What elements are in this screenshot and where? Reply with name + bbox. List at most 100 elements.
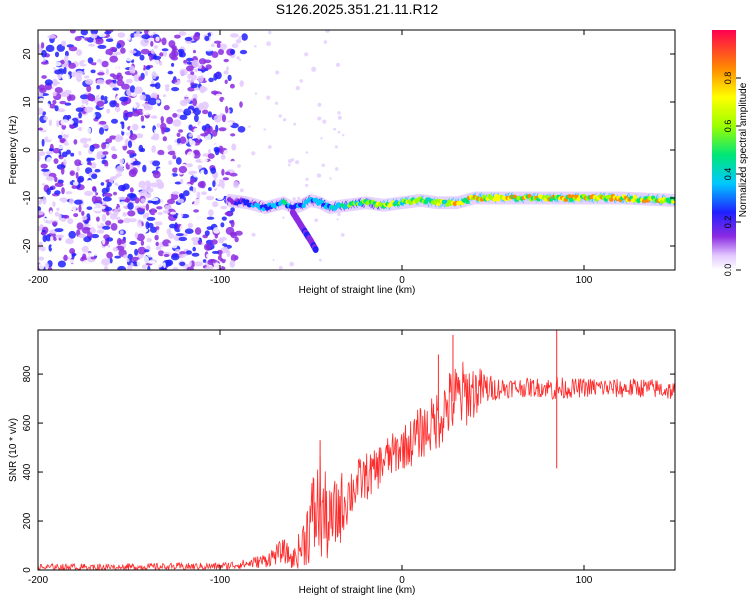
noise-speckle (178, 129, 184, 133)
noise-speckle (54, 105, 59, 112)
noise-speckle (106, 251, 113, 259)
noise-speckle (100, 95, 105, 101)
noise-speckle (154, 212, 159, 217)
noise-speckle (210, 167, 217, 175)
noise-speckle (185, 250, 192, 255)
noise-speckle (189, 178, 194, 186)
noise-speckle (76, 49, 83, 56)
noise-speckle (74, 159, 82, 167)
noise-speckle (40, 42, 45, 49)
noise-speckle (229, 172, 238, 177)
noise-speckle (215, 135, 221, 140)
noise-speckle (91, 121, 98, 126)
noise-speckle (159, 52, 164, 57)
noise-speckle (54, 254, 58, 259)
noise-speckle (67, 218, 74, 225)
noise-speckle (133, 33, 140, 38)
noise-speckle (143, 227, 147, 234)
noise-speckle (118, 152, 125, 158)
noise-speckle (210, 36, 214, 43)
noise-speckle (205, 177, 210, 182)
noise-speckle (139, 94, 146, 101)
noise-speckle (38, 70, 43, 78)
noise-speckle (231, 143, 237, 151)
noise-speckle (215, 177, 220, 185)
x-tick-label: -100 (210, 275, 230, 286)
noise-speckle (109, 73, 116, 78)
noise-speckle (233, 181, 239, 189)
noise-speckle (78, 151, 82, 156)
noise-speckle (178, 236, 188, 242)
noise-speckle (129, 187, 134, 193)
noise-speckle (96, 62, 101, 67)
noise-speckle (155, 241, 159, 247)
noise-speckle (140, 240, 145, 246)
noise-speckle (95, 196, 102, 203)
noise-speckle (54, 182, 64, 187)
noise-speckle (80, 159, 88, 166)
noise-speckle (87, 157, 96, 161)
noise-speckle (54, 51, 60, 58)
signal-core (265, 206, 270, 211)
noise-speckle (179, 114, 188, 121)
noise-speckle (116, 72, 122, 77)
noise-speckle (52, 91, 57, 97)
noise-speckle (239, 80, 244, 87)
noise-speckle (297, 196, 301, 200)
noise-speckle (194, 261, 203, 267)
noise-speckle (211, 43, 215, 48)
noise-speckle (236, 56, 240, 60)
noise-speckle (41, 49, 47, 58)
noise-speckle (58, 175, 67, 180)
noise-speckle (63, 159, 67, 166)
noise-speckle (88, 162, 92, 166)
noise-speckle (170, 56, 178, 61)
noise-speckle (46, 188, 51, 196)
noise-speckle (138, 76, 143, 81)
noise-speckle (334, 167, 339, 171)
noise-speckle (119, 158, 125, 164)
snr-y-axis: 0 200 400 600 800 (22, 365, 675, 573)
signal-core (630, 198, 636, 203)
noise-speckle (112, 87, 119, 91)
noise-speckle (117, 265, 126, 270)
signal-core (492, 197, 497, 202)
noise-speckle (139, 54, 145, 61)
noise-speckle (208, 187, 212, 192)
noise-speckle (90, 162, 97, 169)
noise-speckle (287, 163, 291, 167)
noise-speckle (133, 43, 139, 48)
noise-speckle (226, 121, 233, 126)
noise-speckle (156, 182, 165, 190)
noise-speckle (196, 191, 201, 199)
noise-speckle (46, 157, 53, 165)
noise-speckle (57, 32, 64, 41)
noise-speckle (194, 114, 199, 123)
noise-speckle (230, 33, 239, 38)
noise-speckle (117, 207, 121, 211)
noise-speckle (208, 77, 214, 83)
noise-speckle (299, 79, 304, 83)
noise-speckle (109, 82, 117, 88)
noise-speckle (116, 145, 121, 153)
noise-speckle (340, 233, 345, 237)
noise-speckle (174, 34, 181, 39)
noise-speckle (337, 130, 341, 134)
noise-speckle (56, 200, 63, 205)
noise-speckle (223, 58, 229, 63)
noise-speckle (102, 196, 112, 202)
snr-line (38, 361, 675, 570)
noise-speckle (84, 119, 88, 128)
noise-speckle (179, 261, 186, 266)
noise-speckle (66, 174, 73, 182)
noise-speckle (117, 219, 124, 224)
noise-speckle (174, 222, 178, 229)
noise-speckle (154, 221, 163, 226)
noise-speckle (178, 31, 187, 36)
noise-speckle (227, 94, 234, 100)
noise-speckle (132, 123, 139, 131)
noise-speckle (101, 214, 107, 222)
noise-speckle (219, 192, 224, 200)
noise-speckle (93, 251, 99, 256)
noise-speckle (197, 64, 203, 69)
